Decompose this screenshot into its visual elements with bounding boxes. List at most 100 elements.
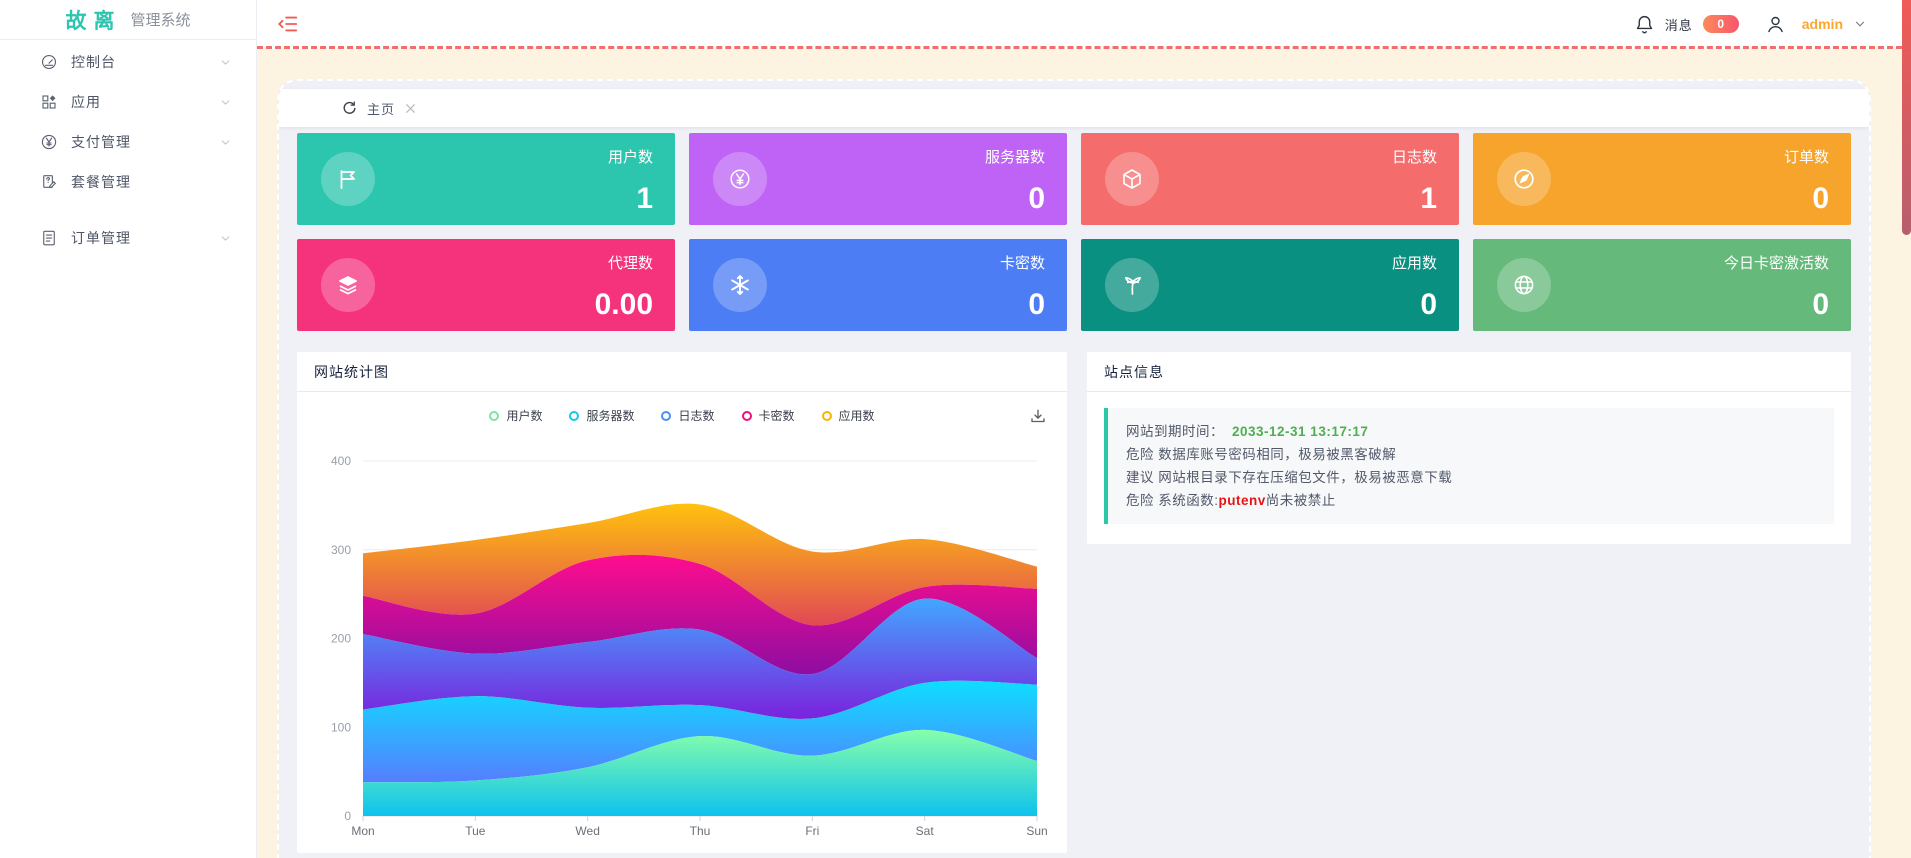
legend-marker [821, 410, 832, 421]
compass-icon [1512, 167, 1536, 191]
svg-text:0: 0 [344, 809, 351, 823]
sidebar-item-0[interactable]: 控制台 [0, 42, 256, 82]
chart-panel: 网站统计图 用户数 服务器数 日志数 卡密数 应用数 0 100 200 300 400 Mon T… [297, 352, 1067, 853]
globe-icon [1512, 273, 1536, 297]
stat-card-value: 0 [1812, 182, 1829, 215]
area-chart[interactable]: 0 100 200 300 400 Mon Tue Wed Thu Fri Sat Sun [307, 429, 1057, 853]
sidebar-item-label: 控制台 [71, 54, 116, 70]
legend-item-4[interactable]: 应用数 [821, 407, 875, 424]
stat-card-value: 1 [1420, 182, 1437, 215]
legend-item-1[interactable]: 服务器数 [569, 407, 634, 424]
stat-card-value: 0.00 [594, 288, 653, 321]
stat-card-label: 代理数 [607, 255, 653, 272]
sidebar-item-1[interactable]: 应用 [0, 82, 256, 122]
sidebar: 故离 管理系统 控制台 应用 支付管理 套餐管理 订单管理 [0, 0, 257, 858]
legend-marker [741, 410, 752, 421]
stat-card-value: 1 [636, 182, 653, 215]
svg-text:Wed: Wed [575, 824, 599, 838]
layers-icon [336, 273, 360, 297]
flag-icon [336, 167, 360, 191]
messages-count-badge[interactable]: 0 [1702, 15, 1739, 33]
svg-text:Fri: Fri [805, 824, 819, 838]
grid-icon [40, 93, 58, 111]
stat-card-icon-wrap [1497, 258, 1551, 312]
site-expire-value: 2033-12-31 13:17:17 [1232, 424, 1369, 439]
yen-circle-icon [728, 167, 752, 191]
gauge-icon [40, 53, 58, 71]
stat-card-7: 今日卡密激活数 0 [1473, 239, 1851, 331]
stat-cards: 用户数 1 服务器数 0 日志数 1 订单数 0 代理数 0.00 卡密数 0 应用数 0 今日卡密激活数 0 [297, 133, 1851, 331]
stat-card-5: 卡密数 0 [689, 239, 1067, 331]
snowflake-icon [728, 273, 752, 297]
content-area: 主页 用户数 1 服务器数 0 日志数 1 订单数 0 代理数 0.00 卡密数 0 应用数 0 今日卡密激… [277, 79, 1871, 858]
tab-bar: 主页 [279, 89, 1869, 127]
stat-card-2: 日志数 1 [1081, 133, 1459, 225]
username-dropdown[interactable]: admin [1801, 16, 1843, 32]
tab-home[interactable]: 主页 [341, 99, 417, 118]
stat-card-icon-wrap [1105, 258, 1159, 312]
svg-text:Sun: Sun [1026, 824, 1047, 838]
stat-card-0: 用户数 1 [297, 133, 675, 225]
svg-text:Mon: Mon [351, 824, 374, 838]
site-info-box: 网站到期时间： 2033-12-31 13:17:17 危险 数据库账号密码相同，… [1104, 408, 1834, 524]
download-icon[interactable] [1029, 408, 1047, 426]
site-warning-2: 建议 网站根目录下存在压缩包文件，极易被恶意下载 [1126, 470, 1453, 485]
scrollbar-thumb[interactable] [1902, 0, 1911, 235]
stat-card-icon-wrap [1105, 152, 1159, 206]
chevron-down-icon [219, 232, 232, 245]
cube-icon [1120, 167, 1144, 191]
legend-item-2[interactable]: 日志数 [661, 407, 715, 424]
legend-item-3[interactable]: 卡密数 [741, 407, 795, 424]
stat-card-value: 0 [1812, 288, 1829, 321]
stat-card-label: 服务器数 [984, 149, 1045, 166]
sidebar-item-3[interactable]: 套餐管理 [0, 162, 256, 202]
stat-card-4: 代理数 0.00 [297, 239, 675, 331]
chevron-down-icon [219, 136, 232, 149]
stat-card-icon-wrap [713, 152, 767, 206]
user-icon[interactable] [1765, 14, 1786, 35]
stat-card-icon-wrap [321, 152, 375, 206]
chart-legend: 用户数 服务器数 日志数 卡密数 应用数 [297, 392, 1067, 429]
sidebar-item-4[interactable]: 订单管理 [0, 218, 256, 258]
legend-label: 用户数 [506, 409, 543, 423]
stat-card-icon-wrap [1497, 152, 1551, 206]
stat-card-label: 用户数 [607, 149, 653, 166]
refresh-icon[interactable] [341, 100, 358, 117]
stat-card-value: 0 [1028, 288, 1045, 321]
stat-card-label: 日志数 [1391, 149, 1437, 166]
site-info-panel: 站点信息 网站到期时间： 2033-12-31 13:17:17 危险 数据库账号… [1087, 352, 1851, 544]
stat-card-label: 卡密数 [999, 255, 1045, 272]
legend-label: 应用数 [838, 409, 875, 423]
svg-text:400: 400 [331, 454, 351, 468]
tab-close-icon[interactable] [404, 102, 417, 115]
legend-label: 服务器数 [586, 409, 635, 423]
legend-marker [569, 410, 580, 421]
chevron-down-icon[interactable] [1853, 17, 1867, 31]
legend-label: 卡密数 [758, 409, 795, 423]
logo-subtitle: 管理系统 [130, 12, 191, 29]
svg-text:300: 300 [331, 543, 351, 557]
stat-card-label: 订单数 [1783, 149, 1829, 166]
sidebar-fold-icon[interactable] [277, 13, 299, 35]
site-warning-1: 危险 数据库账号密码相同，极易被黑客破解 [1126, 447, 1397, 462]
stat-card-label: 今日卡密激活数 [1723, 255, 1829, 272]
legend-marker [661, 410, 672, 421]
sidebar-item-label: 支付管理 [71, 134, 131, 150]
stat-card-1: 服务器数 0 [689, 133, 1067, 225]
stat-card-6: 应用数 0 [1081, 239, 1459, 331]
site-expire-line: 网站到期时间： 2033-12-31 13:17:17 [1126, 420, 1816, 443]
stat-card-3: 订单数 0 [1473, 133, 1851, 225]
site-expire-label: 网站到期时间： [1126, 424, 1224, 439]
sidebar-item-label: 套餐管理 [71, 174, 131, 190]
chevron-down-icon [219, 96, 232, 109]
yen-circle-icon [40, 133, 58, 151]
tab-label[interactable]: 主页 [367, 101, 396, 117]
topbar: 消息 0 admin [257, 0, 1911, 48]
sidebar-item-2[interactable]: 支付管理 [0, 122, 256, 162]
bell-icon[interactable] [1634, 14, 1655, 35]
stat-card-value: 0 [1028, 182, 1045, 215]
legend-item-0[interactable]: 用户数 [489, 407, 542, 424]
main-frame: 主页 用户数 1 服务器数 0 日志数 1 订单数 0 代理数 0.00 卡密数 0 应用数 0 今日卡密激… [257, 49, 1911, 858]
stat-card-icon-wrap [713, 258, 767, 312]
messages-label: 消息 [1664, 17, 1693, 33]
